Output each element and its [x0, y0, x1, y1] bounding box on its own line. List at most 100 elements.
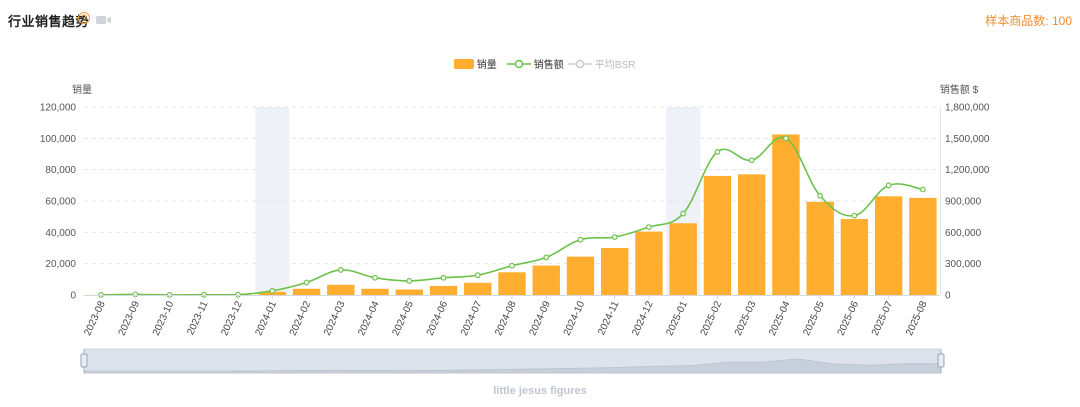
bar-sales-volume[interactable] [772, 134, 800, 295]
point-sales-amount[interactable] [372, 274, 378, 281]
bar-sales-volume[interactable] [395, 289, 423, 295]
x-tick-label: 2024-07 [459, 299, 485, 337]
bar-sales-volume[interactable] [703, 175, 732, 295]
zoom-handle[interactable] [937, 353, 945, 368]
point-sales-amount[interactable] [577, 236, 584, 243]
point-sales-amount[interactable] [919, 186, 926, 193]
point-sales-amount[interactable] [509, 262, 515, 269]
x-tick-label: 2025-05 [801, 299, 827, 337]
bar-sales-volume[interactable] [874, 196, 903, 295]
x-tick-label: 2024-11 [596, 299, 621, 337]
sample-count-label: 样本商品数: [985, 14, 1049, 28]
x-tick-label: 2024-12 [630, 299, 656, 337]
x-tick-label: 2025-02 [699, 299, 725, 337]
x-tick-label: 2024-09 [527, 299, 553, 337]
bar-sales-volume[interactable] [806, 201, 834, 295]
y-left-tick-label: 40,000 [45, 228, 76, 239]
bar-sales-volume[interactable] [429, 285, 458, 295]
question-circle-icon[interactable]: ? [78, 12, 90, 24]
y-left-tick-label: 100,000 [40, 134, 77, 145]
bar-sales-volume[interactable] [669, 223, 697, 295]
point-sales-amount[interactable] [646, 224, 652, 231]
point-sales-amount[interactable] [440, 274, 447, 281]
y-right-tick-label: 0 [945, 291, 951, 302]
x-tick-label: 2024-06 [425, 299, 451, 337]
bar-sales-volume[interactable] [737, 174, 766, 295]
axes: 0 0 20,000 300,000 40,000 600,000 60,000 900,00… [40, 83, 990, 338]
legend-item-sales-volume[interactable]: 销量 [454, 59, 497, 73]
sales-trend-chart: 0 0 20,000 300,000 40,000 600,000 60,000 900,00… [40, 83, 990, 374]
bar-series [87, 134, 937, 295]
x-tick-label: 2024-08 [493, 299, 519, 337]
bar-sales-volume[interactable] [840, 219, 869, 295]
legend-item-avg-bsr[interactable]: 平均BSR [568, 59, 635, 73]
y-right-tick-label: 1,800,000 [945, 103, 990, 114]
bar-sales-volume[interactable] [532, 265, 560, 295]
chart-header: 行业销售趋势 ? 样本商品数: 100 [0, 0, 1080, 36]
chart-legend: 销量 销售额 平均BSR [0, 59, 1080, 73]
legend-label-avg-bsr: 平均BSR [594, 60, 636, 71]
point-sales-amount[interactable] [543, 254, 550, 261]
x-tick-label: 2024-03 [322, 299, 348, 337]
legend-label-sales-volume: 销量 [476, 60, 497, 71]
y-left-tick-label: 20,000 [45, 259, 76, 270]
x-tick-label: 2025-03 [733, 299, 759, 337]
zoom-handle[interactable] [80, 353, 88, 368]
chart-title: 行业销售趋势 [8, 14, 90, 29]
x-tick-label: 2025-07 [870, 299, 896, 337]
legend-label-sales-amount: 销售额 [533, 60, 564, 71]
x-tick-label: 2023-12 [219, 299, 245, 337]
x-tick-label: 2024-02 [288, 299, 314, 337]
point-sales-amount[interactable] [337, 267, 344, 273]
y-left-tick-label: 120,000 [40, 103, 77, 114]
bar-sales-volume[interactable] [464, 282, 492, 295]
point-sales-amount[interactable] [783, 135, 789, 142]
bar-sales-volume[interactable] [361, 288, 389, 295]
point-sales-amount[interactable] [474, 272, 481, 279]
y-right-tick-label: 300,000 [945, 259, 982, 270]
bar-sales-volume[interactable] [601, 248, 629, 295]
point-sales-amount[interactable] [611, 234, 618, 240]
y-right-tick-label: 1,200,000 [945, 165, 990, 176]
y-right-tick-label: 600,000 [945, 228, 982, 239]
video-camera-icon[interactable] [96, 15, 112, 25]
x-tick-label: 2024-04 [356, 299, 382, 337]
sample-count-value: 100 [1051, 14, 1072, 28]
line-series [98, 135, 926, 298]
x-tick-label: 2025-08 [904, 299, 930, 337]
bar-sales-volume[interactable] [327, 284, 355, 295]
bar-sales-volume[interactable] [909, 197, 937, 295]
x-tick-label: 2024-10 [562, 299, 588, 337]
y-right-axis-label: 销售额 $ [940, 83, 979, 96]
x-tick-label: 2025-01 [664, 299, 690, 337]
sample-count: 样本商品数: 100 [985, 12, 1072, 29]
point-sales-amount[interactable] [748, 157, 755, 164]
bar-sales-volume[interactable] [292, 288, 321, 295]
y-left-tick-label: 60,000 [45, 197, 76, 208]
x-tick-label: 2023-08 [82, 299, 108, 337]
y-right-tick-label: 1,500,000 [945, 134, 990, 145]
x-tick-label: 2023-09 [117, 299, 143, 337]
point-sales-amount[interactable] [680, 210, 687, 217]
point-sales-amount[interactable] [817, 192, 824, 199]
data-zoom-slider[interactable] [80, 348, 945, 374]
y-left-axis-label: 销量 [72, 83, 92, 96]
legend-bsr-swatch [568, 59, 592, 69]
bar-sales-volume[interactable] [566, 256, 595, 295]
point-sales-amount[interactable] [851, 212, 858, 219]
bar-sales-volume[interactable] [635, 231, 663, 295]
point-sales-amount[interactable] [885, 182, 892, 189]
x-tick-label: 2025-06 [836, 299, 862, 337]
point-sales-amount[interactable] [406, 278, 413, 284]
x-tick-label: 2023-11 [185, 299, 210, 337]
legend-item-sales-amount[interactable]: 销售额 [507, 59, 564, 73]
x-tick-label: 2024-05 [391, 299, 417, 337]
y-left-tick-label: 80,000 [45, 165, 76, 176]
point-sales-amount[interactable] [269, 287, 276, 294]
y-left-tick-label: 0 [70, 291, 76, 302]
bar-sales-volume[interactable] [498, 272, 526, 295]
point-sales-amount[interactable] [303, 279, 310, 286]
x-tick-label: 2025-04 [767, 299, 793, 337]
point-sales-amount[interactable] [714, 149, 721, 155]
legend-line-swatch [507, 59, 531, 69]
